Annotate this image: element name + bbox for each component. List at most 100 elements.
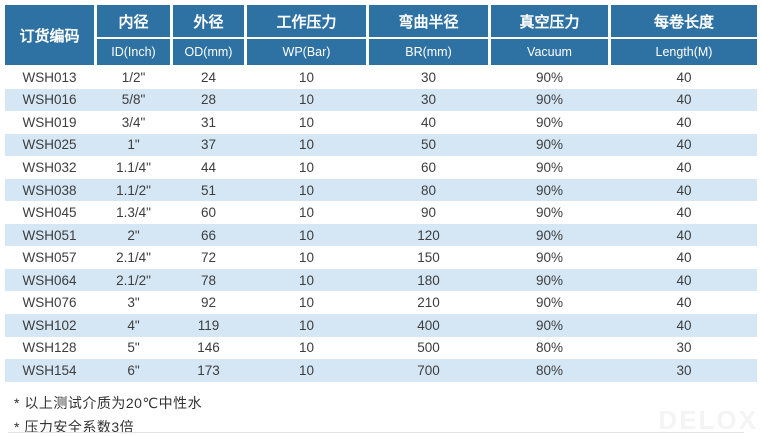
table-row: WSH019 3/4" 31 10 40 90% 40 <box>5 111 757 134</box>
table-cell: 90% <box>535 227 564 243</box>
table-cell: 90% <box>535 317 564 333</box>
table-cell: 40 <box>676 114 692 130</box>
footnote-test-medium: * 以上测试介质为20℃中性水 <box>14 394 203 411</box>
table-cell: 50 <box>420 137 437 153</box>
table-cell: 40 <box>676 295 692 311</box>
table-cell: 90% <box>535 92 564 108</box>
table-cell: 40 <box>676 205 692 221</box>
table-cell: 51 <box>200 182 217 198</box>
table-cell: 210 <box>417 295 440 311</box>
table-row: WSH102 4" 119 10 400 90% 40 <box>5 314 757 337</box>
table-cell: WSH038 <box>22 182 77 198</box>
header-roll-length-en: Length(M) <box>611 39 757 65</box>
table-cell: 10 <box>298 340 315 356</box>
table-row: WSH064 2.1/2" 78 10 180 90% 40 <box>5 268 757 292</box>
table-cell: 1.1/4" <box>116 159 151 175</box>
table-cell: WSH032 <box>22 159 77 175</box>
table-cell: 120 <box>417 227 440 243</box>
table-cell: 10 <box>298 92 315 108</box>
table-cell: 40 <box>676 137 692 153</box>
table-cell: 40 <box>676 227 692 243</box>
table-row: WSH016 5/8" 28 10 30 90% 40 <box>5 88 757 112</box>
table-cell: 90% <box>535 272 564 288</box>
table-cell: 173 <box>197 362 220 378</box>
table-cell: 180 <box>417 272 440 288</box>
table-cell: WSH051 <box>22 227 77 243</box>
table-header: 订货编码 内径 外径 工作压力 弯曲半径 真空压力 每卷长度 ID(Inch) … <box>5 5 757 65</box>
table-cell: 40 <box>676 272 692 288</box>
table-cell: 60 <box>200 205 217 221</box>
header-vacuum-pressure-en: Vacuum <box>491 39 608 65</box>
table-cell: 1.1/2" <box>116 182 151 198</box>
table-cell: 66 <box>200 227 217 243</box>
table-row: WSH076 3" 92 10 210 90% 40 <box>5 291 757 315</box>
table-cell: WSH057 <box>22 250 77 266</box>
table-cell: 1" <box>127 137 140 153</box>
table-cell: 10 <box>298 159 315 175</box>
table-cell: 1/2" <box>121 69 146 85</box>
footnote-safety-factor: * 压力安全系数3倍 <box>14 418 135 435</box>
table-cell: 90% <box>535 137 564 153</box>
table-cell: 10 <box>298 182 315 198</box>
table-cell: 10 <box>298 317 315 333</box>
table-cell: 700 <box>417 362 440 378</box>
table-row: WSH013 1/2" 24 10 30 90% 40 <box>5 66 757 89</box>
header-inner-diameter-zh: 内径 <box>97 5 170 37</box>
table-cell: 10 <box>298 227 315 243</box>
header-working-pressure-en: WP(Bar) <box>247 39 366 65</box>
table-cell: WSH076 <box>22 295 77 311</box>
bottom-divider <box>8 432 744 433</box>
table-cell: 10 <box>298 250 315 266</box>
table-cell: 90 <box>420 205 437 221</box>
table-cell: 40 <box>676 69 692 85</box>
table-cell: 80% <box>535 340 564 356</box>
table-cell: 146 <box>197 340 220 356</box>
hose-spec-table: 订货编码 内径 外径 工作压力 弯曲半径 真空压力 每卷长度 ID(Inch) … <box>5 5 757 382</box>
table-row: WSH045 1.3/4" 60 10 90 90% 40 <box>5 201 757 224</box>
table-row: WSH038 1.1/2" 51 10 80 90% 40 <box>5 178 757 202</box>
table-cell: 90% <box>535 159 564 175</box>
table-cell: 28 <box>200 92 217 108</box>
table-cell: WSH013 <box>22 69 77 85</box>
table-cell: 5/8" <box>121 92 146 108</box>
table-cell: 2.1/4" <box>116 250 151 266</box>
table-body: WSH013 1/2" 24 10 30 90% 40 WSH016 5/8" 28 10 30 90%… <box>5 66 757 382</box>
table-cell: 92 <box>200 295 217 311</box>
table-cell: 90% <box>535 182 564 198</box>
table-row: WSH032 1.1/4" 44 10 60 90% 40 <box>5 156 757 179</box>
table-cell: 90% <box>535 205 564 221</box>
table-cell: 72 <box>200 250 217 266</box>
table-cell: 119 <box>197 317 220 333</box>
table-cell: 10 <box>298 137 315 153</box>
table-cell: 150 <box>417 250 440 266</box>
table-row: WSH154 6" 173 10 700 80% 30 <box>5 359 757 382</box>
header-inner-diameter-en: ID(Inch) <box>97 39 170 65</box>
table-cell: 10 <box>298 205 315 221</box>
table-row: WSH128 5" 146 10 500 80% 30 <box>5 336 757 360</box>
table-cell: 4" <box>127 317 140 333</box>
table-cell: 3" <box>127 295 140 311</box>
table-cell: 2.1/2" <box>116 272 151 288</box>
footnotes: * 以上测试介质为20℃中性水 * 压力安全系数3倍 <box>14 391 762 436</box>
table-cell: 60 <box>420 159 437 175</box>
table-cell: 10 <box>298 69 315 85</box>
table-cell: 10 <box>298 114 315 130</box>
table-cell: 2" <box>127 227 140 243</box>
table-cell: 30 <box>676 340 692 356</box>
table-cell: 40 <box>676 317 692 333</box>
table-cell: 40 <box>676 182 692 198</box>
header-outer-diameter-zh: 外径 <box>173 5 244 37</box>
header-roll-length-zh: 每卷长度 <box>611 5 757 37</box>
table-cell: 10 <box>298 272 315 288</box>
header-bend-radius-en: BR(mm) <box>369 39 488 65</box>
table-cell: 30 <box>676 362 692 378</box>
table-cell: 1.3/4" <box>116 205 151 221</box>
table-cell: 400 <box>417 317 440 333</box>
header-working-pressure-zh: 工作压力 <box>247 5 366 37</box>
header-outer-diameter-en: OD(mm) <box>173 39 244 65</box>
table-cell: 40 <box>676 250 692 266</box>
table-row: WSH057 2.1/4" 72 10 150 90% 40 <box>5 246 757 269</box>
table-cell: 90% <box>535 69 564 85</box>
table-cell: WSH025 <box>22 137 77 153</box>
table-cell: 30 <box>420 92 437 108</box>
